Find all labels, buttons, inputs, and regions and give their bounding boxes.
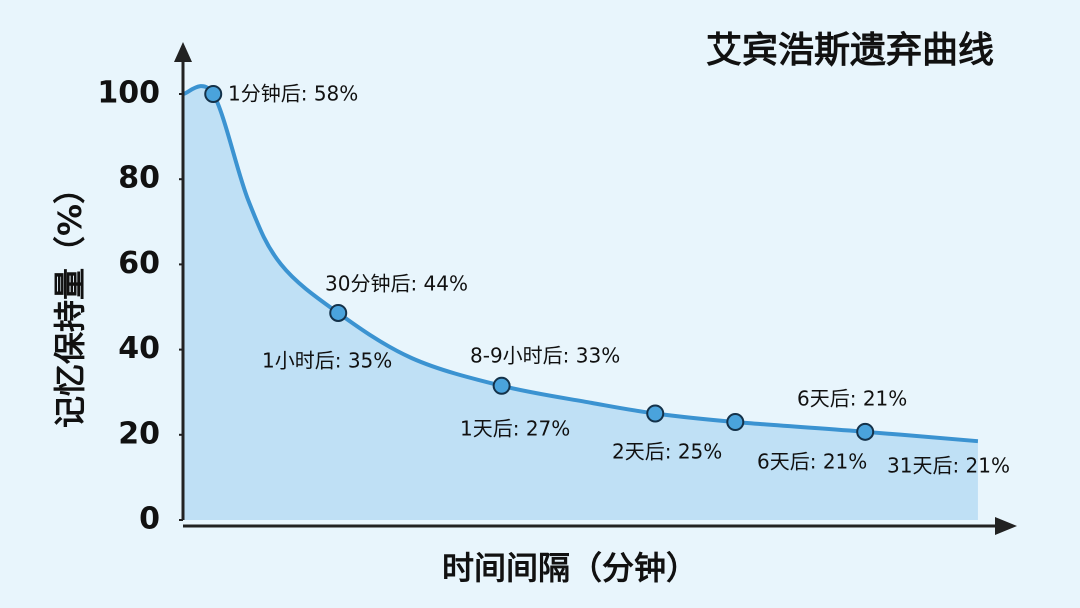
y-tick-label: 20 [118, 416, 160, 451]
y-tick-label: 0 [139, 502, 160, 537]
point [329, 303, 348, 322]
annotation: 1分钟后: 58% [228, 82, 358, 106]
x-arrow [995, 517, 1017, 535]
point [726, 413, 745, 432]
annotation: 31天后: 21% [887, 454, 1010, 478]
y-tick-label: 40 [118, 331, 160, 366]
annotation: 30分钟后: 44% [325, 272, 468, 296]
annotation: 2天后: 25% [612, 440, 722, 464]
annotation: 8-9小时后: 33% [470, 344, 620, 368]
chart-title: 艾宾浩斯遗弃曲线 [706, 30, 994, 71]
point [646, 404, 665, 423]
y-tick-label: 80 [118, 161, 160, 196]
annotation: 1小时后: 35% [262, 349, 392, 373]
y-axis-label: 记忆保持量（%） [51, 172, 89, 428]
line [182, 84, 979, 444]
annotation: 6天后: 21% [757, 450, 867, 474]
point [492, 376, 511, 395]
y-tick-label: 100 [97, 76, 160, 111]
y-arrow [174, 42, 192, 62]
y-tick-label: 60 [118, 246, 160, 281]
point [204, 85, 223, 103]
x-axis-label: 时间间隔（分钟） [442, 549, 698, 587]
annotation: 6天后: 21% [797, 387, 907, 411]
area [183, 86, 978, 520]
point [856, 422, 875, 441]
annotation: 1天后: 27% [460, 417, 570, 441]
